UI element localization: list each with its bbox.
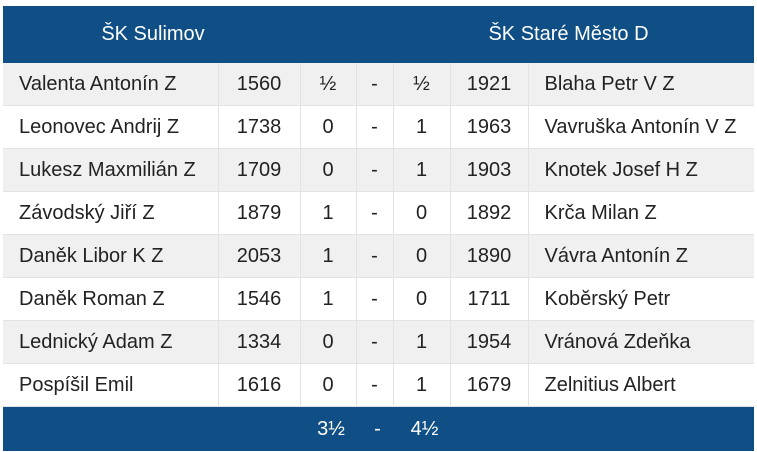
home-player-name[interactable]: Lednický Adam Z xyxy=(3,320,219,364)
home-player-rating: 1738 xyxy=(218,105,301,149)
game-row: Závodský Jiří Z 1879 1-0 1892 Krča Milan Z xyxy=(3,191,754,235)
home-player-rating: 1560 xyxy=(218,63,301,106)
home-game-score: 1 xyxy=(300,191,357,235)
home-player-rating: 1879 xyxy=(218,191,301,235)
home-player-name[interactable]: Daněk Libor K Z xyxy=(3,234,219,278)
away-game-score: 1 xyxy=(393,105,451,149)
away-player-name[interactable]: Blaha Petr V Z xyxy=(528,63,754,106)
game-row: Daněk Roman Z 1546 1-0 1711 Kobĕrský Petr xyxy=(3,277,754,321)
home-game-score: 0 xyxy=(300,363,357,407)
home-player-name[interactable]: Lukesz Maxmilián Z xyxy=(3,148,219,192)
total-separator: - xyxy=(374,418,381,440)
away-game-score: 1 xyxy=(393,320,451,364)
away-game-score: 0 xyxy=(393,277,451,321)
games-table-body: Valenta Antonín Z 1560 ½ - ½ 1921 Blaha Petr V… xyxy=(3,63,754,407)
away-player-rating: 1963 xyxy=(450,105,529,149)
home-total-score: 3½ xyxy=(317,418,345,440)
home-player-rating: 1334 xyxy=(218,320,301,364)
away-player-name[interactable]: Vránová Zdeňka xyxy=(528,320,754,364)
home-game-score: 0 xyxy=(300,320,357,364)
score-separator: - xyxy=(356,320,394,364)
game-row: Lukesz Maxmilián Z 1709 0-1 1903 Knotek Jose… xyxy=(3,148,754,192)
home-game-score: 1 xyxy=(300,234,357,278)
away-player-rating: 1903 xyxy=(450,148,529,192)
away-game-score: ½ xyxy=(393,63,451,106)
away-player-rating: 1890 xyxy=(450,234,529,278)
score-separator: - xyxy=(356,148,394,192)
away-player-rating: 1679 xyxy=(450,363,529,407)
away-team-name[interactable]: ŠK Staré Město D xyxy=(488,23,649,45)
away-total-score: 4½ xyxy=(410,418,439,440)
home-player-name[interactable]: Závodský Jiří Z xyxy=(3,191,219,235)
home-player-rating: 2053 xyxy=(218,234,301,278)
away-game-score: 1 xyxy=(393,148,451,192)
home-player-name[interactable]: Valenta Antonín Z xyxy=(3,63,219,106)
away-player-name[interactable]: Krča Milan Z xyxy=(528,191,754,235)
score-separator: - xyxy=(356,277,394,321)
home-game-score: 0 xyxy=(300,148,357,192)
match-total-bar: 3½ - 4½ xyxy=(3,407,754,451)
away-player-rating: 1711 xyxy=(450,277,529,321)
away-player-rating: 1954 xyxy=(450,320,529,364)
away-player-rating: 1921 xyxy=(450,63,529,106)
home-team-name[interactable]: ŠK Sulimov xyxy=(101,23,205,45)
home-game-score: ½ xyxy=(300,63,357,106)
game-row: Daněk Libor K Z 2053 1-0 1890 Vávra Antonín … xyxy=(3,234,754,278)
game-row: Pospíšil Emil 1616 0-1 1679 Zelnitius Albert xyxy=(3,363,754,407)
header-spacer xyxy=(303,6,383,63)
home-player-name[interactable]: Daněk Roman Z xyxy=(3,277,219,321)
away-player-name[interactable]: Vavruška Antonín V Z xyxy=(528,105,754,149)
home-player-rating: 1709 xyxy=(218,148,301,192)
away-game-score: 0 xyxy=(393,191,451,235)
games-table: Valenta Antonín Z 1560 ½ - ½ 1921 Blaha Petr V… xyxy=(3,63,754,407)
game-row: Valenta Antonín Z 1560 ½ - ½ 1921 Blaha Petr V… xyxy=(3,63,754,106)
away-player-name[interactable]: Zelnitius Albert xyxy=(528,363,754,407)
score-separator: - xyxy=(356,363,394,407)
score-separator: - xyxy=(356,191,394,235)
game-row: Leonovec Andrij Z 1738 0-1 1963 Vavruška Ant… xyxy=(3,105,754,149)
away-player-name[interactable]: Kobĕrský Petr xyxy=(528,277,754,321)
score-separator: - xyxy=(356,63,394,106)
home-game-score: 1 xyxy=(300,277,357,321)
home-player-rating: 1616 xyxy=(218,363,301,407)
away-player-rating: 1892 xyxy=(450,191,529,235)
home-player-name[interactable]: Pospíšil Emil xyxy=(3,363,219,407)
teams-header: ŠK Sulimov ŠK Staré Město D xyxy=(3,6,754,63)
match-result-card: ŠK Sulimov ŠK Staré Město D Valenta Anto… xyxy=(3,6,754,451)
home-player-rating: 1546 xyxy=(218,277,301,321)
game-row: Lednický Adam Z 1334 0-1 1954 Vránová Zdeňka xyxy=(3,320,754,364)
score-separator: - xyxy=(356,105,394,149)
score-separator: - xyxy=(356,234,394,278)
away-game-score: 1 xyxy=(393,363,451,407)
home-player-name[interactable]: Leonovec Andrij Z xyxy=(3,105,219,149)
away-player-name[interactable]: Knotek Josef H Z xyxy=(528,148,754,192)
away-player-name[interactable]: Vávra Antonín Z xyxy=(528,234,754,278)
home-game-score: 0 xyxy=(300,105,357,149)
away-game-score: 0 xyxy=(393,234,451,278)
